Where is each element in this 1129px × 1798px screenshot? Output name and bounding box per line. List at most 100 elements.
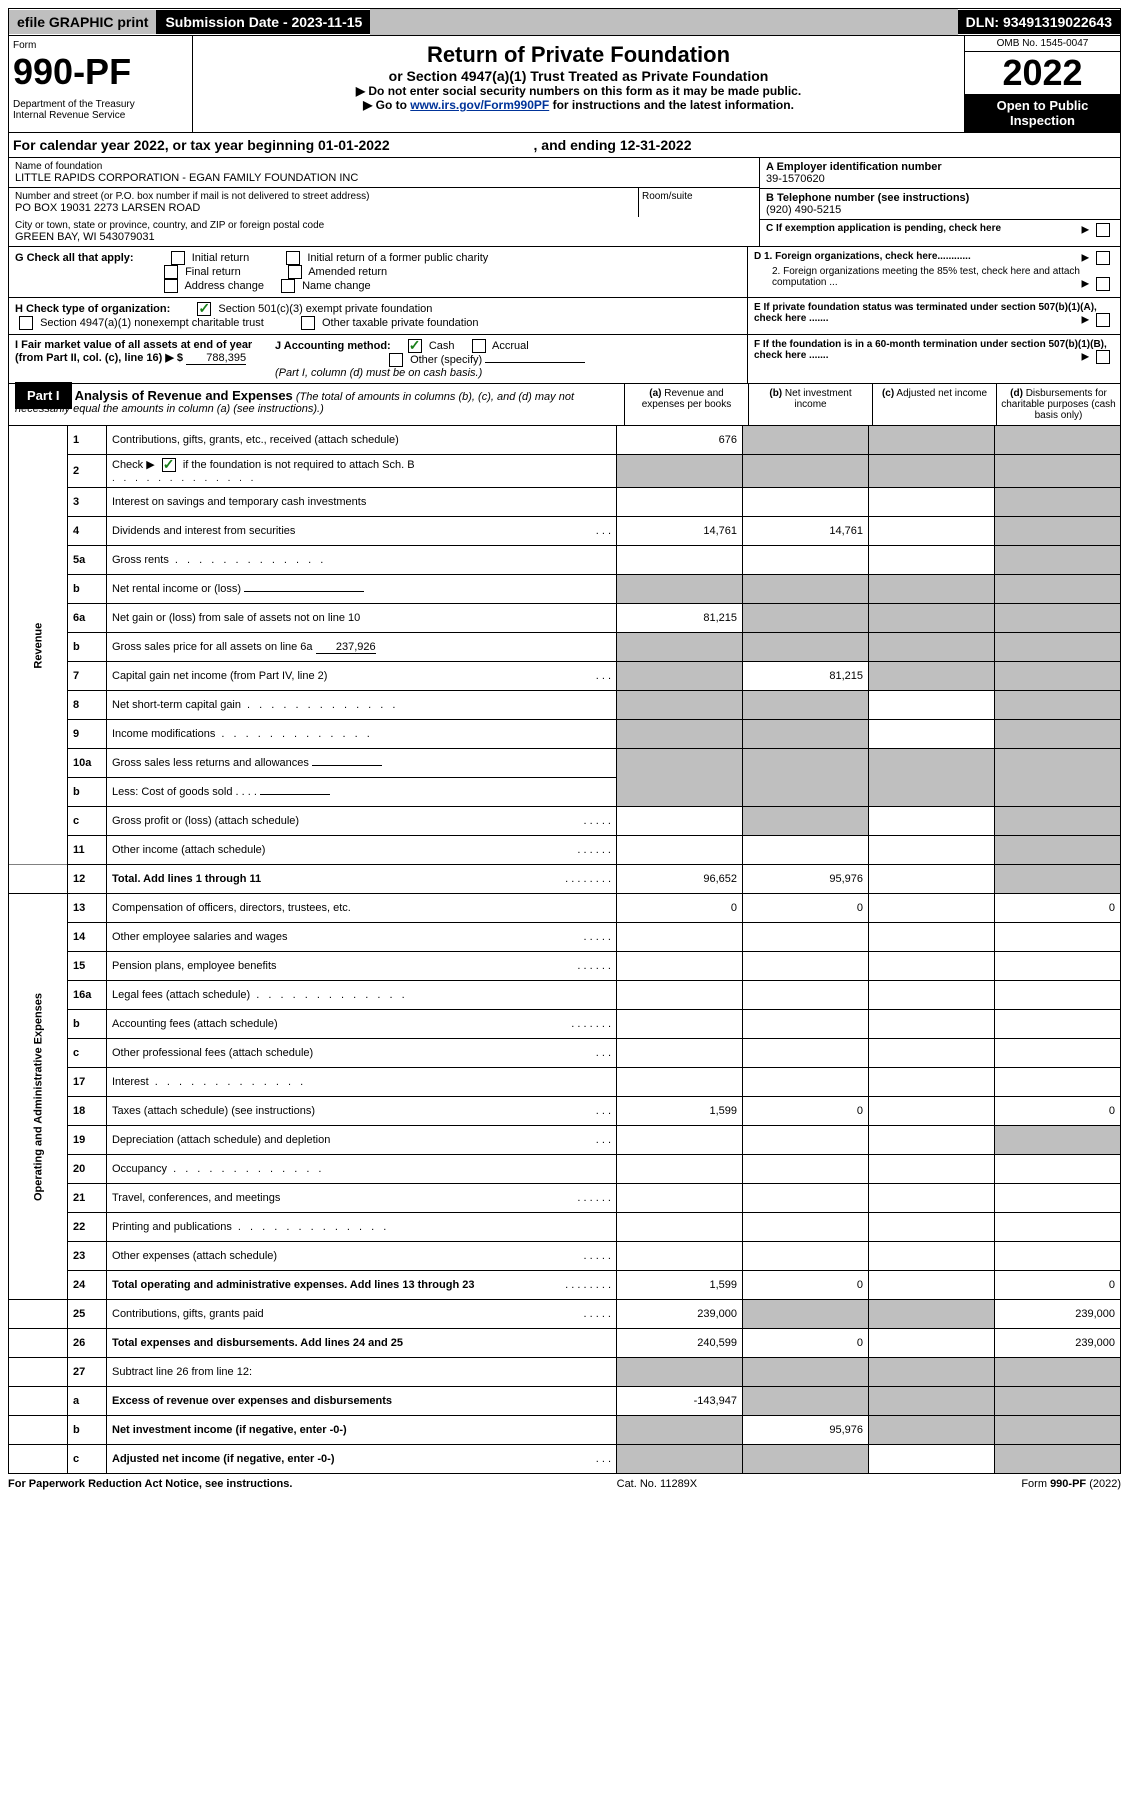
checkbox-other-method[interactable]: [389, 353, 403, 367]
table-row: 23Other expenses (attach schedule). . . …: [9, 1242, 1121, 1271]
checkbox-initial-former[interactable]: [286, 251, 300, 265]
check-d-right: D 1. Foreign organizations, check here..…: [748, 247, 1120, 297]
table-row: Revenue 1 Contributions, gifts, grants, …: [9, 426, 1121, 455]
header-right: OMB No. 1545-0047 2022 Open to Public In…: [964, 36, 1120, 132]
fmv-value: 788,395: [186, 352, 246, 365]
checkbox-cash[interactable]: [408, 339, 422, 353]
table-row: Operating and Administrative Expenses 13…: [9, 894, 1121, 923]
address-cell: Number and street (or P.O. box number if…: [9, 188, 638, 217]
part1-table: Revenue 1 Contributions, gifts, grants, …: [8, 426, 1121, 1474]
topbar: efile GRAPHIC print Submission Date - 20…: [8, 8, 1121, 36]
header-center: Return of Private Foundation or Section …: [193, 36, 964, 132]
section-ij: I Fair market value of all assets at end…: [8, 335, 1121, 384]
section-h: H Check type of organization: Section 50…: [8, 298, 1121, 335]
omb-number: OMB No. 1545-0047: [965, 36, 1120, 52]
ein-cell: A Employer identification number 39-1570…: [760, 158, 1120, 189]
footer-mid: Cat. No. 11289X: [617, 1478, 698, 1490]
table-row: 17Interest: [9, 1068, 1121, 1097]
table-row: 26Total expenses and disbursements. Add …: [9, 1329, 1121, 1358]
table-row: 12Total. Add lines 1 through 11. . . . .…: [9, 865, 1121, 894]
footer-left: For Paperwork Reduction Act Notice, see …: [8, 1478, 292, 1490]
open-public-label: Open to Public Inspection: [965, 94, 1120, 132]
instr-line2: ▶ Go to www.irs.gov/Form990PF for instru…: [199, 98, 958, 112]
dept-label: Department of the TreasuryInternal Reven…: [13, 99, 188, 121]
check-g-left: G Check all that apply: Initial return I…: [9, 247, 748, 297]
checkbox-other-taxable[interactable]: [301, 316, 315, 330]
checkbox-schb[interactable]: [162, 458, 176, 472]
checkbox-f[interactable]: [1096, 350, 1110, 364]
phone-cell: B Telephone number (see instructions) (9…: [760, 189, 1120, 220]
table-row: cAdjusted net income (if negative, enter…: [9, 1445, 1121, 1474]
checkbox-e[interactable]: [1096, 313, 1110, 327]
submission-date-label: Submission Date - 2023-11-15: [157, 10, 370, 34]
part1-header: Part I Analysis of Revenue and Expenses …: [8, 384, 1121, 426]
table-row: bGross sales price for all assets on lin…: [9, 633, 1121, 662]
page-footer: For Paperwork Reduction Act Notice, see …: [8, 1478, 1121, 1490]
table-row: 9Income modifications: [9, 720, 1121, 749]
table-row: cGross profit or (loss) (attach schedule…: [9, 807, 1121, 836]
revenue-side-label: Revenue: [9, 426, 68, 865]
table-row: 22Printing and publications: [9, 1213, 1121, 1242]
form-header: Form 990-PF Department of the TreasuryIn…: [8, 36, 1121, 133]
table-row: bNet investment income (if negative, ent…: [9, 1416, 1121, 1445]
col-a-header: (a) Revenue and expenses per books: [625, 384, 749, 425]
checkbox-d1[interactable]: [1096, 251, 1110, 265]
col-b-header: (b) Net investment income: [749, 384, 873, 425]
foundation-name-cell: Name of foundation LITTLE RAPIDS CORPORA…: [9, 158, 759, 188]
form-subtitle: or Section 4947(a)(1) Trust Treated as P…: [199, 68, 958, 84]
table-row: 4Dividends and interest from securities.…: [9, 517, 1121, 546]
checkbox-initial[interactable]: [171, 251, 185, 265]
entity-right: A Employer identification number 39-1570…: [760, 158, 1120, 246]
irs-link[interactable]: www.irs.gov/Form990PF: [410, 98, 549, 112]
footer-right: Form 990-PF (2022): [1021, 1478, 1121, 1490]
checkbox-final[interactable]: [164, 265, 178, 279]
table-row: aExcess of revenue over expenses and dis…: [9, 1387, 1121, 1416]
checkbox-d2[interactable]: [1096, 277, 1110, 291]
table-row: 11Other income (attach schedule). . . . …: [9, 836, 1121, 865]
table-row: 19Depreciation (attach schedule) and dep…: [9, 1126, 1121, 1155]
table-row: 27Subtract line 26 from line 12:: [9, 1358, 1121, 1387]
form-label: Form: [13, 40, 188, 51]
header-left: Form 990-PF Department of the TreasuryIn…: [9, 36, 193, 132]
checkbox-accrual[interactable]: [472, 339, 486, 353]
table-row: 2 Check ▶ if the foundation is not requi…: [9, 455, 1121, 488]
table-row: cOther professional fees (attach schedul…: [9, 1039, 1121, 1068]
table-row: 5aGross rents: [9, 546, 1121, 575]
entity-left: Name of foundation LITTLE RAPIDS CORPORA…: [9, 158, 760, 246]
checkbox-amended[interactable]: [288, 265, 302, 279]
instr-line1: ▶ Do not enter social security numbers o…: [199, 84, 958, 98]
col-d-header: (d) Disbursements for charitable purpose…: [997, 384, 1120, 425]
dln-label: DLN: 93491319022643: [958, 10, 1120, 34]
table-row: 3Interest on savings and temporary cash …: [9, 488, 1121, 517]
checkbox-c[interactable]: [1096, 223, 1110, 237]
opex-side-label: Operating and Administrative Expenses: [9, 894, 68, 1300]
check-section-g: G Check all that apply: Initial return I…: [8, 247, 1121, 298]
calendar-year-line: For calendar year 2022, or tax year begi…: [8, 133, 1121, 158]
table-row: 24Total operating and administrative exp…: [9, 1271, 1121, 1300]
checkbox-501c3[interactable]: [197, 302, 211, 316]
table-row: 20Occupancy: [9, 1155, 1121, 1184]
form-title: Return of Private Foundation: [199, 42, 958, 68]
table-row: 25Contributions, gifts, grants paid. . .…: [9, 1300, 1121, 1329]
table-row: 14Other employee salaries and wages. . .…: [9, 923, 1121, 952]
table-row: 15Pension plans, employee benefits. . . …: [9, 952, 1121, 981]
entity-section: Name of foundation LITTLE RAPIDS CORPORA…: [8, 158, 1121, 247]
table-row: 7Capital gain net income (from Part IV, …: [9, 662, 1121, 691]
col-c-header: (c) Adjusted net income: [873, 384, 997, 425]
checkbox-name-change[interactable]: [281, 279, 295, 293]
table-row: bNet rental income or (loss): [9, 575, 1121, 604]
table-row: 21Travel, conferences, and meetings. . .…: [9, 1184, 1121, 1213]
table-row: 8Net short-term capital gain: [9, 691, 1121, 720]
topbar-spacer: [370, 9, 957, 35]
tax-year: 2022: [965, 52, 1120, 94]
checkbox-address-change[interactable]: [164, 279, 178, 293]
efile-print-button[interactable]: efile GRAPHIC print: [9, 10, 157, 34]
table-row: bAccounting fees (attach schedule). . . …: [9, 1010, 1121, 1039]
table-row: 16aLegal fees (attach schedule): [9, 981, 1121, 1010]
checkbox-4947[interactable]: [19, 316, 33, 330]
table-row: 10aGross sales less returns and allowanc…: [9, 749, 1121, 778]
city-cell: City or town, state or province, country…: [9, 217, 759, 246]
table-row: 18Taxes (attach schedule) (see instructi…: [9, 1097, 1121, 1126]
room-label: Room/suite: [639, 188, 759, 205]
table-row: 6aNet gain or (loss) from sale of assets…: [9, 604, 1121, 633]
